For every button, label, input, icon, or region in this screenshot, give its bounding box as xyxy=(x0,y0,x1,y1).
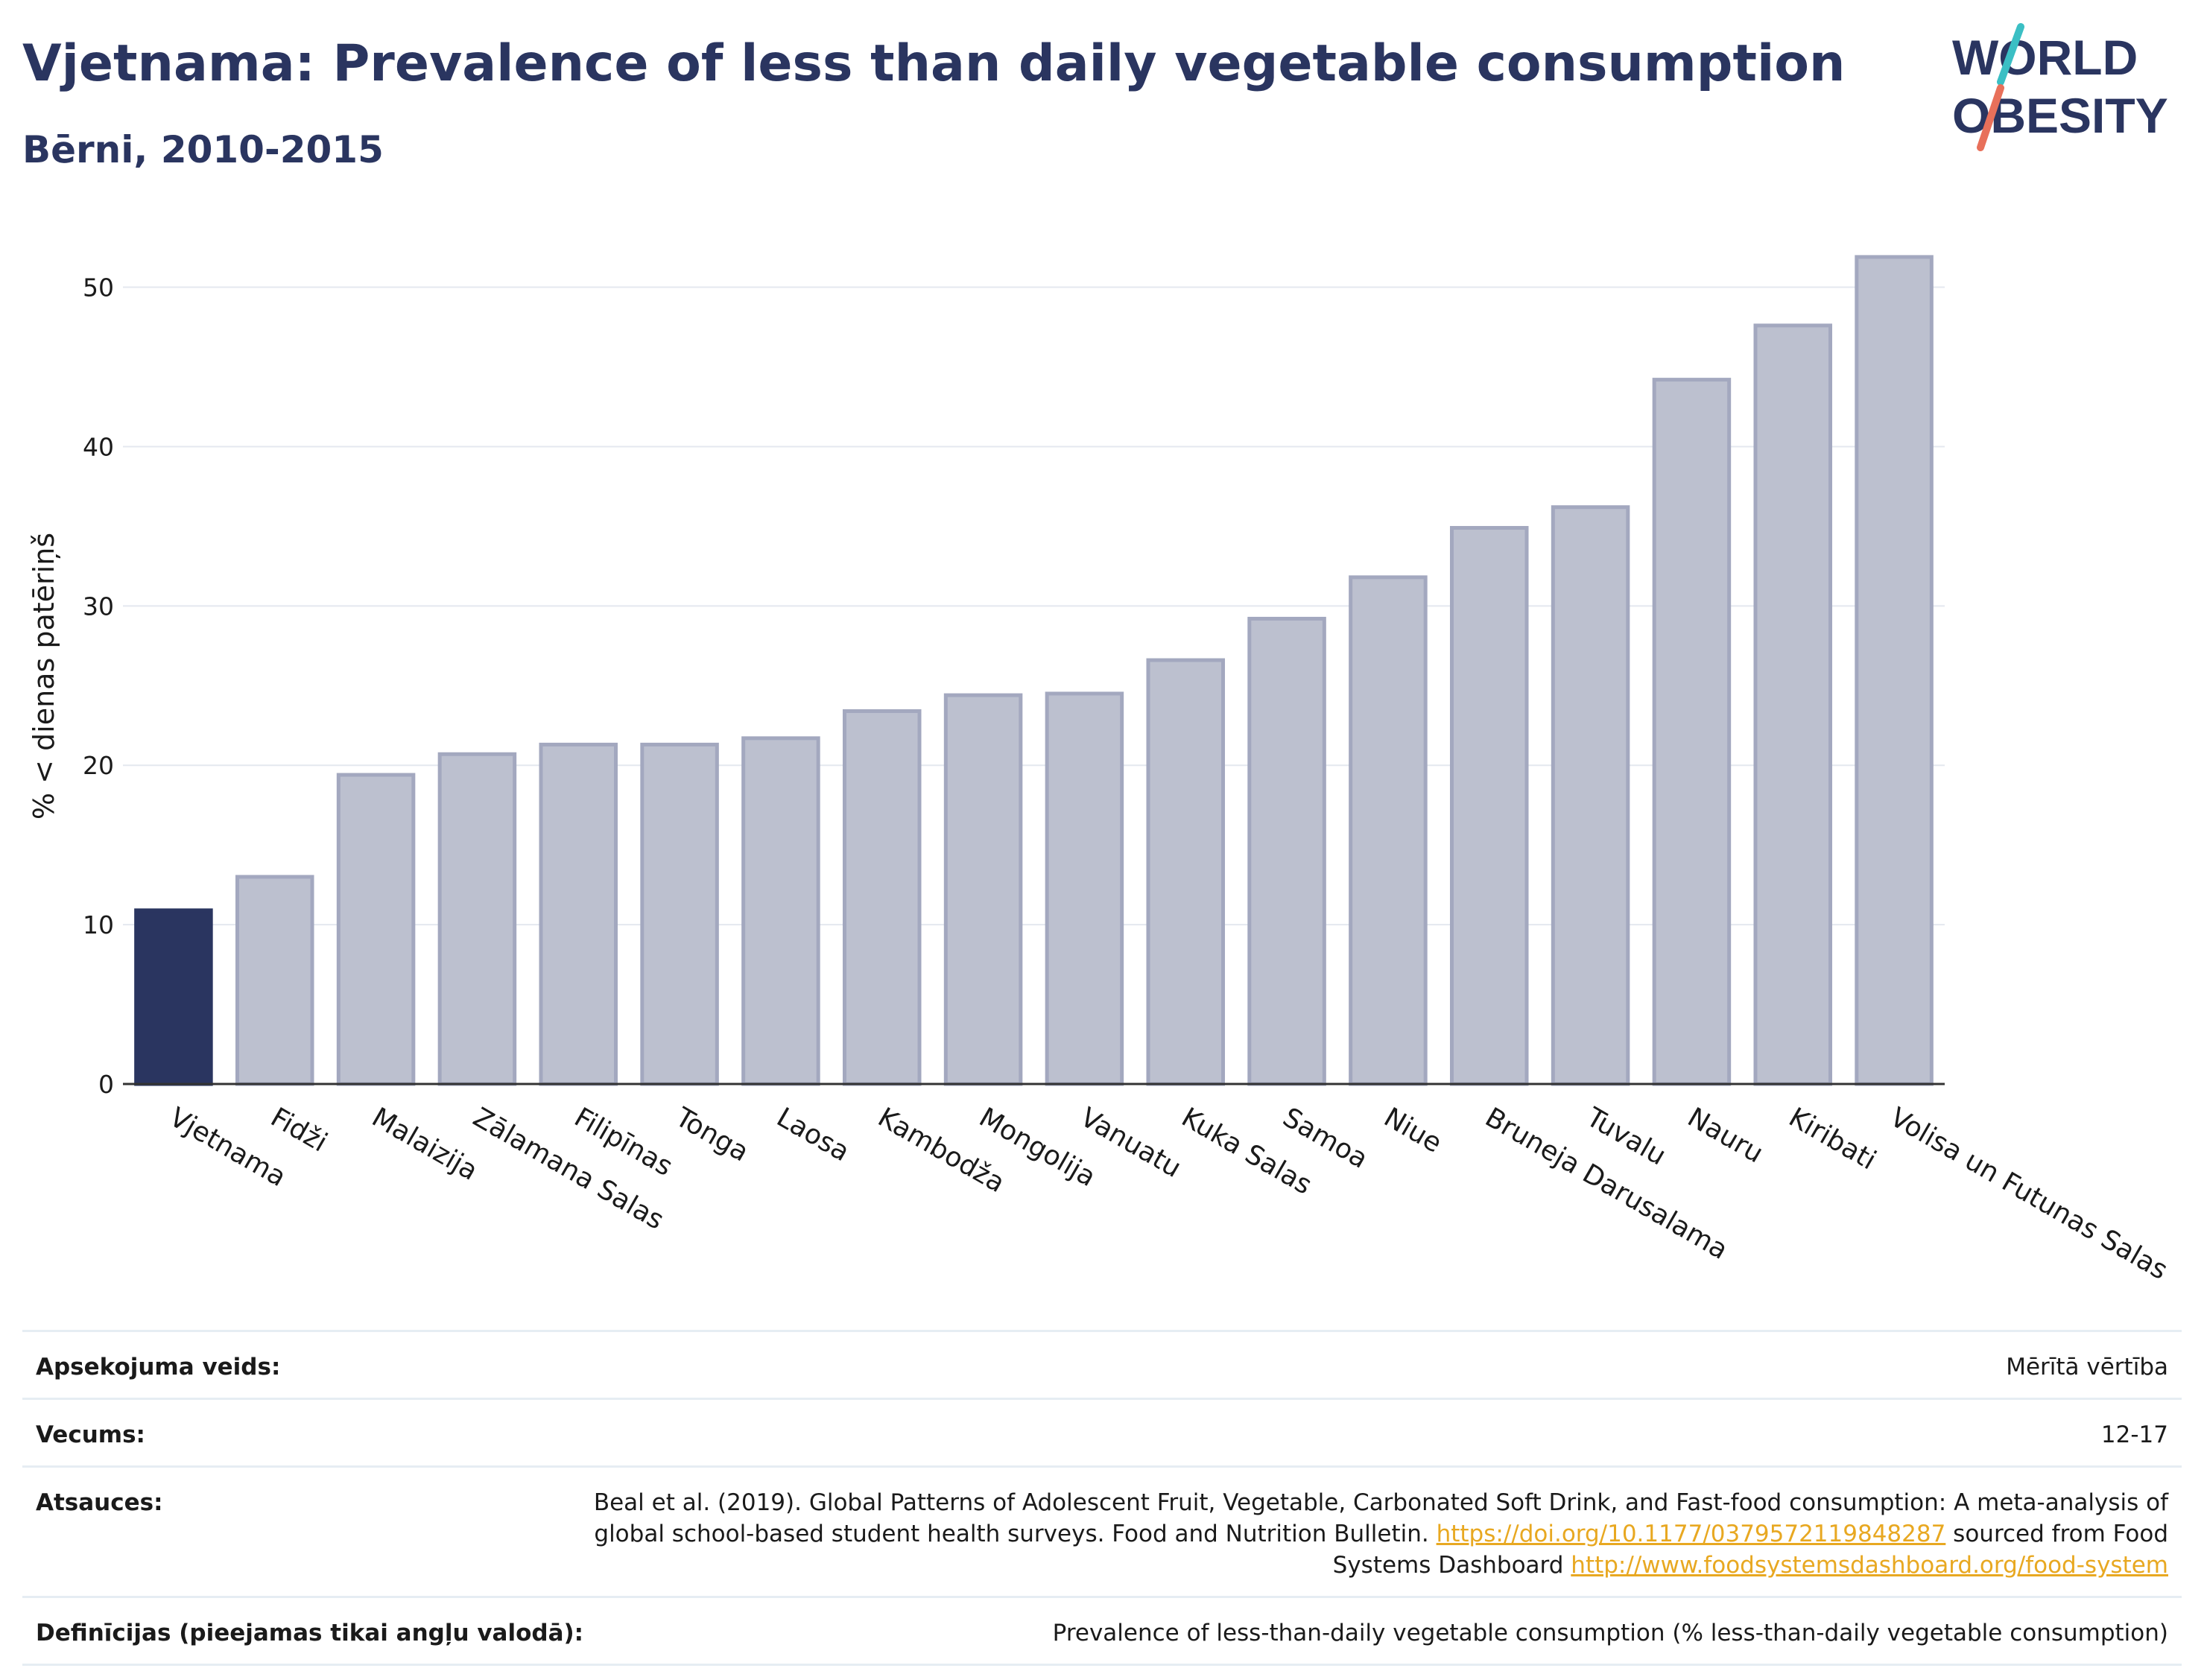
bar xyxy=(1045,691,1124,1086)
x-tick-label: Kiribati xyxy=(1784,1102,1881,1176)
y-tick-label: 30 xyxy=(83,592,114,621)
bars xyxy=(134,255,1934,1086)
logo-line1: WORLD xyxy=(1952,30,2138,85)
reference-text: Beal et al. (2019). Global Patterns of A… xyxy=(593,1489,2168,1547)
y-tick-label: 10 xyxy=(83,910,114,939)
info-value: Mērītā vērtība xyxy=(2006,1354,2168,1381)
info-key: Atsauces: xyxy=(36,1489,163,1516)
logo-slash-coral xyxy=(1977,84,2004,151)
x-tick-label: Nauru xyxy=(1682,1102,1768,1169)
x-tick-label: Malaizija xyxy=(367,1102,483,1187)
info-key: Definīcijas (pieejamas tikai angļu valod… xyxy=(36,1620,584,1646)
bar xyxy=(1146,658,1226,1086)
bar xyxy=(842,709,922,1086)
bar xyxy=(1247,616,1326,1086)
bar xyxy=(640,742,719,1086)
bar xyxy=(741,736,820,1086)
bar xyxy=(1349,575,1428,1086)
bar xyxy=(437,752,517,1086)
info-value: Beal et al. (2019). Global Patterns of A… xyxy=(529,1487,2168,1581)
info-key: Apsekojuma veids: xyxy=(36,1354,281,1381)
y-axis-ticks: 0 10 20 30 40 50 xyxy=(83,273,114,1099)
info-key: Vecums: xyxy=(36,1421,145,1448)
reference-text-2: sourced from Food Systems Dashboard xyxy=(1332,1521,2168,1579)
chart-subtitle: Bērni, 2010-2015 xyxy=(22,128,384,171)
x-tick-label: Tonga xyxy=(670,1102,754,1168)
y-axis-label: % < dienas patēriņš xyxy=(28,533,60,820)
bar xyxy=(943,693,1023,1086)
y-tick-label: 0 xyxy=(98,1070,114,1099)
bar xyxy=(1449,526,1529,1086)
x-tick-label: Volisa un Futunas Salas xyxy=(1885,1102,2173,1286)
dashboard-link[interactable]: http://www.foodsystemsdashboard.org/food… xyxy=(1571,1552,2168,1579)
info-table: Apsekojuma veids: Mērītā vērtība Vecums:… xyxy=(22,1330,2182,1666)
bar xyxy=(134,908,213,1086)
bar xyxy=(1551,505,1630,1086)
y-tick-label: 20 xyxy=(83,751,114,780)
y-tick-label: 40 xyxy=(83,432,114,461)
world-obesity-logo: WORLD OBESITY xyxy=(1952,23,2168,151)
info-value: Prevalence of less-than-daily vegetable … xyxy=(1052,1620,2168,1646)
info-value: 12-17 xyxy=(2100,1421,2168,1448)
gridlines xyxy=(123,286,1945,926)
bar xyxy=(539,742,618,1086)
doi-link[interactable]: https://doi.org/10.1177/0379572119848287 xyxy=(1436,1521,1946,1547)
info-row-age: Vecums: 12-17 xyxy=(22,1398,2182,1465)
info-row-references: Atsauces: Beal et al. (2019). Global Pat… xyxy=(22,1465,2182,1596)
y-tick-label: 50 xyxy=(83,273,114,302)
x-tick-label: Niue xyxy=(1378,1102,1446,1158)
bar xyxy=(1753,323,1833,1086)
x-tick-label: Laosa xyxy=(771,1102,854,1167)
bar xyxy=(235,875,314,1086)
info-row-definitions: Definīcijas (pieejamas tikai angļu valod… xyxy=(22,1596,2182,1666)
logo-slash-teal xyxy=(1997,23,2024,86)
info-row-survey-type: Apsekojuma veids: Mērītā vērtība xyxy=(22,1330,2182,1398)
x-tick-label: Zālamana Salas xyxy=(468,1102,669,1235)
x-tick-label: Fidži xyxy=(265,1102,332,1158)
bar xyxy=(336,773,416,1086)
bar xyxy=(1652,378,1732,1086)
chart-title: Vjetnama: Prevalence of less than daily … xyxy=(22,34,1846,93)
bar xyxy=(1855,255,1934,1086)
